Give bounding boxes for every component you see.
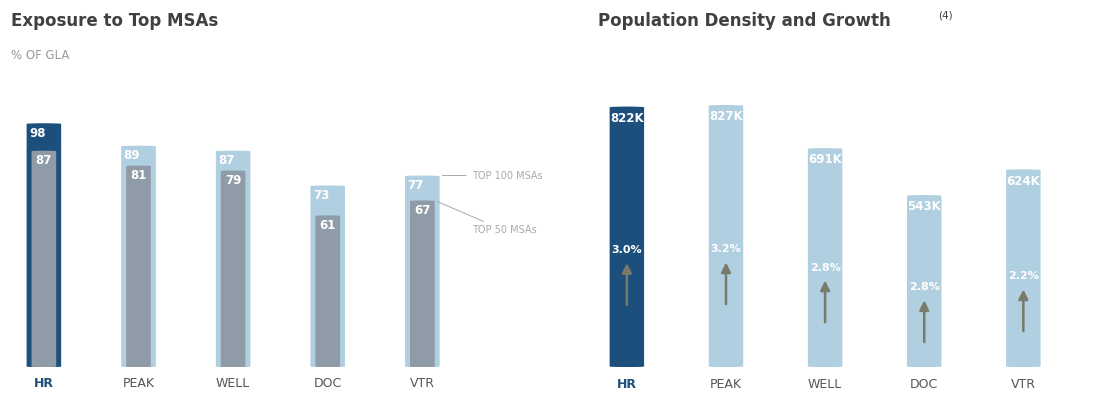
FancyBboxPatch shape — [32, 151, 56, 367]
FancyBboxPatch shape — [121, 146, 156, 367]
FancyBboxPatch shape — [410, 200, 434, 367]
Text: 89: 89 — [124, 149, 140, 162]
FancyBboxPatch shape — [1006, 169, 1041, 367]
Text: (4): (4) — [938, 10, 952, 20]
FancyBboxPatch shape — [405, 175, 440, 367]
Text: 87: 87 — [36, 154, 52, 167]
Text: 77: 77 — [407, 179, 423, 192]
Text: 3.0%: 3.0% — [611, 245, 642, 255]
Text: VTR: VTR — [1010, 378, 1036, 391]
Text: 98: 98 — [30, 127, 46, 140]
Text: 87: 87 — [218, 154, 235, 167]
Text: 822K: 822K — [610, 112, 644, 125]
FancyBboxPatch shape — [126, 166, 150, 367]
Text: Exposure to Top MSAs: Exposure to Top MSAs — [11, 12, 218, 30]
Text: DOC: DOC — [314, 377, 342, 390]
Text: VTR: VTR — [410, 377, 434, 390]
Text: HR: HR — [617, 378, 637, 391]
FancyBboxPatch shape — [220, 171, 246, 367]
FancyBboxPatch shape — [709, 105, 744, 367]
Text: 61: 61 — [319, 219, 336, 232]
Text: 2.2%: 2.2% — [1008, 271, 1039, 282]
FancyBboxPatch shape — [310, 186, 344, 367]
FancyBboxPatch shape — [807, 148, 842, 367]
Text: DOC: DOC — [911, 378, 938, 391]
FancyBboxPatch shape — [315, 215, 340, 367]
Text: HR: HR — [34, 377, 54, 390]
Text: PEAK: PEAK — [123, 377, 155, 390]
Text: 827K: 827K — [709, 110, 743, 123]
Text: WELL: WELL — [808, 378, 842, 391]
Text: 543K: 543K — [907, 200, 941, 213]
Text: 691K: 691K — [808, 153, 842, 166]
Text: 81: 81 — [131, 169, 147, 182]
FancyBboxPatch shape — [610, 106, 644, 367]
Text: Population Density and Growth: Population Density and Growth — [598, 12, 891, 30]
Text: 79: 79 — [225, 174, 241, 187]
FancyBboxPatch shape — [907, 195, 941, 367]
Text: % OF GLA: % OF GLA — [11, 49, 69, 62]
Text: 3.2%: 3.2% — [711, 244, 742, 255]
Text: TOP 100 MSAs: TOP 100 MSAs — [442, 171, 542, 180]
Text: WELL: WELL — [216, 377, 250, 390]
Text: TOP 50 MSAs: TOP 50 MSAs — [438, 202, 536, 235]
FancyBboxPatch shape — [26, 123, 61, 367]
Text: 624K: 624K — [1006, 175, 1040, 188]
Text: 2.8%: 2.8% — [810, 262, 840, 273]
Text: 67: 67 — [415, 204, 430, 217]
FancyBboxPatch shape — [216, 151, 250, 367]
Text: 73: 73 — [313, 189, 329, 202]
Text: 2.8%: 2.8% — [908, 282, 940, 292]
Text: PEAK: PEAK — [710, 378, 742, 391]
